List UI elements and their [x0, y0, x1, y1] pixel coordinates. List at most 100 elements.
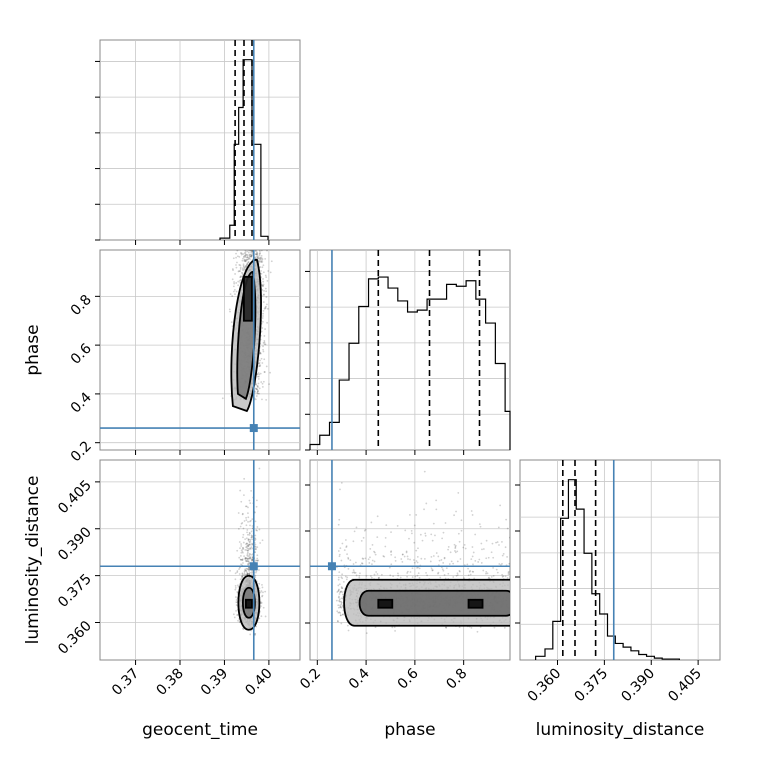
sample-point: [337, 584, 340, 587]
sample-point: [238, 255, 241, 258]
sample-point: [390, 531, 392, 534]
sample-point: [258, 257, 261, 260]
sample-point: [246, 557, 249, 560]
sample-point: [249, 524, 251, 527]
sample-point: [241, 576, 244, 578]
sample-point: [394, 556, 397, 559]
sample-point: [249, 532, 251, 535]
sample-point: [340, 481, 343, 484]
sample-point: [255, 625, 258, 628]
sample-point: [401, 553, 404, 556]
sample-point: [404, 529, 407, 532]
sample-point: [247, 568, 250, 571]
sample-point: [411, 567, 414, 570]
sample-point: [248, 499, 251, 502]
sample-point: [244, 505, 247, 508]
sample-point: [458, 540, 461, 543]
sample-point: [249, 502, 252, 504]
sample-point: [376, 536, 379, 539]
sample-point: [415, 514, 418, 516]
sample-point: [243, 265, 245, 268]
sample-point: [257, 372, 260, 374]
x-tick-label: 0.40: [242, 666, 275, 699]
sample-point: [418, 567, 421, 570]
sample-point: [262, 606, 265, 609]
sample-point: [235, 256, 237, 259]
x-tick-label: 0.8: [443, 666, 470, 693]
sample-point: [456, 572, 459, 575]
sample-point: [245, 266, 248, 268]
sample-point: [340, 622, 343, 625]
sample-point: [246, 573, 249, 576]
sample-point: [234, 572, 237, 575]
sample-point: [250, 254, 253, 257]
sample-point: [261, 317, 264, 319]
sample-point: [262, 271, 265, 274]
sample-point: [248, 572, 250, 575]
sample-point: [229, 293, 232, 295]
sample-point: [429, 560, 432, 563]
sample-point: [259, 256, 262, 259]
sample-point: [346, 576, 349, 579]
panel-grid: [520, 460, 720, 660]
sample-point: [452, 562, 455, 565]
sample-point: [340, 587, 343, 590]
sample-point: [413, 524, 416, 527]
contour: [358, 589, 510, 617]
sample-point: [467, 567, 469, 570]
sample-point: [256, 559, 258, 562]
sample-point: [239, 555, 242, 557]
sample-point: [470, 510, 473, 512]
sample-point: [241, 521, 244, 524]
sample-point: [340, 606, 343, 609]
sample-point: [410, 529, 413, 532]
sample-point: [376, 515, 379, 518]
sample-point: [260, 254, 263, 257]
sample-point: [413, 561, 416, 564]
sample-point: [262, 312, 264, 315]
sample-point: [237, 270, 240, 273]
sample-point: [471, 570, 474, 573]
sample-point: [245, 546, 247, 549]
sample-point: [245, 258, 248, 261]
sample-point: [251, 558, 253, 561]
sample-point: [485, 570, 488, 573]
sample-point: [246, 572, 249, 575]
sample-point: [232, 269, 234, 272]
sample-point: [244, 254, 247, 257]
sample-point: [258, 467, 261, 470]
sample-point: [345, 578, 348, 581]
sample-point: [454, 550, 456, 552]
sample-point: [246, 250, 249, 253]
sample-point: [339, 605, 342, 608]
sample-point: [251, 559, 253, 562]
sample-point: [469, 573, 472, 576]
sample-point: [250, 542, 253, 545]
sample-point: [248, 570, 251, 572]
x-tick-labels: 0.37 0.38 0.39 0.40: [109, 660, 276, 699]
sample-point: [266, 250, 268, 252]
sample-point: [339, 604, 341, 607]
sample-point: [249, 538, 252, 541]
sample-point: [447, 546, 450, 548]
sample-point: [506, 556, 508, 558]
sample-point: [495, 541, 497, 544]
sample-point: [242, 541, 245, 544]
sample-point: [363, 529, 366, 532]
sample-point: [247, 543, 250, 546]
sample-point: [258, 365, 261, 368]
sample-point: [250, 250, 253, 252]
sample-point: [244, 557, 247, 560]
sample-point: [247, 568, 250, 571]
sample-point: [391, 626, 394, 629]
sample-point: [501, 573, 504, 576]
sample-point: [258, 365, 261, 368]
sample-point: [340, 603, 343, 606]
sample-point: [378, 576, 380, 579]
sample-point: [369, 556, 371, 559]
sample-point: [236, 549, 239, 552]
sample-point: [504, 575, 507, 578]
sample-point: [396, 525, 399, 527]
sample-point: [444, 522, 447, 524]
sample-point: [358, 576, 361, 579]
